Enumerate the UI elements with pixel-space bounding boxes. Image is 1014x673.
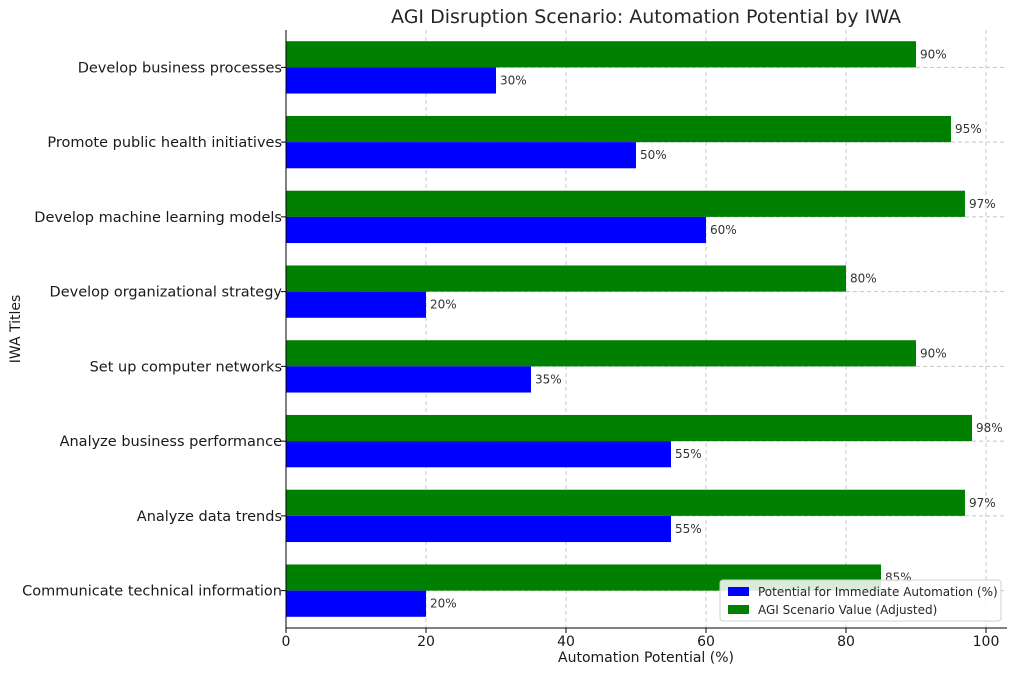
agi-bar [286, 190, 965, 217]
legend-label-immediate: Potential for Immediate Automation (%) [758, 585, 998, 599]
bar-value-label: 97% [969, 197, 996, 211]
category-label: Set up computer networks [90, 359, 282, 375]
bar-value-label: 55% [675, 447, 702, 461]
category-label: Develop machine learning models [34, 210, 282, 226]
category-label: Develop business processes [78, 60, 282, 76]
chart-title: AGI Disruption Scenario: Automation Pote… [391, 6, 901, 28]
agi-bar [286, 489, 965, 516]
immediate-bar [286, 515, 671, 543]
bar-value-label: 35% [535, 372, 562, 386]
category-label: Analyze data trends [137, 509, 282, 525]
x-tick-label: 60 [697, 634, 715, 650]
legend: Potential for Immediate Automation (%) A… [719, 579, 1002, 622]
bar-value-label: 97% [969, 496, 996, 510]
bar-value-label: 55% [675, 522, 702, 536]
legend-swatch-agi [728, 605, 749, 614]
immediate-bar [286, 441, 671, 468]
x-tick-label: 20 [417, 634, 435, 650]
category-label: Analyze business performance [60, 434, 282, 450]
x-tick-label: 40 [557, 634, 575, 650]
bar-value-label: 50% [640, 148, 667, 162]
bar-value-label: 90% [920, 346, 947, 360]
bar-value-label: 20% [430, 298, 457, 312]
immediate-bar [286, 142, 636, 169]
agi-bar [286, 340, 916, 367]
bar-value-label: 95% [955, 122, 982, 136]
immediate-bar [286, 291, 426, 318]
agi-bar [286, 265, 846, 292]
category-label: Communicate technical information [22, 584, 282, 600]
x-tick-label: 100 [973, 634, 1000, 650]
y-ticks: Develop business processes Promote public… [22, 60, 286, 600]
agi-bar [286, 115, 951, 143]
bar-value-label: 98% [976, 421, 1003, 435]
category-label: Develop organizational strategy [50, 285, 283, 301]
legend-swatch-immediate [728, 587, 749, 596]
x-tick-label: 80 [837, 634, 855, 650]
x-axis-label: Automation Potential (%) [558, 650, 734, 666]
y-axis-label: IWA Titles [8, 295, 24, 364]
immediate-bar [286, 590, 426, 617]
bar-value-label: 60% [710, 223, 737, 237]
category-label: Promote public health initiatives [47, 135, 282, 151]
immediate-bar [286, 366, 531, 393]
agi-bar [286, 414, 972, 442]
immediate-bar [286, 216, 706, 244]
bar-value-label: 30% [500, 73, 527, 87]
bar-value-label: 80% [850, 272, 877, 286]
bars [286, 41, 972, 617]
bar-value-label: 20% [430, 597, 457, 611]
data-labels: 90% 30% 95% 50% 97% 60% 80% 20% 90% 35% 98% 55% 97% 5… [430, 47, 1003, 610]
legend-frame [719, 579, 1002, 622]
agi-bar [286, 41, 916, 68]
bar-value-label: 90% [920, 47, 947, 61]
legend-label-agi: AGI Scenario Value (Adjusted) [758, 603, 937, 617]
immediate-bar [286, 67, 496, 94]
x-tick-label: 0 [282, 634, 291, 650]
x-ticks: 0 20 40 60 80 100 [282, 628, 1000, 650]
